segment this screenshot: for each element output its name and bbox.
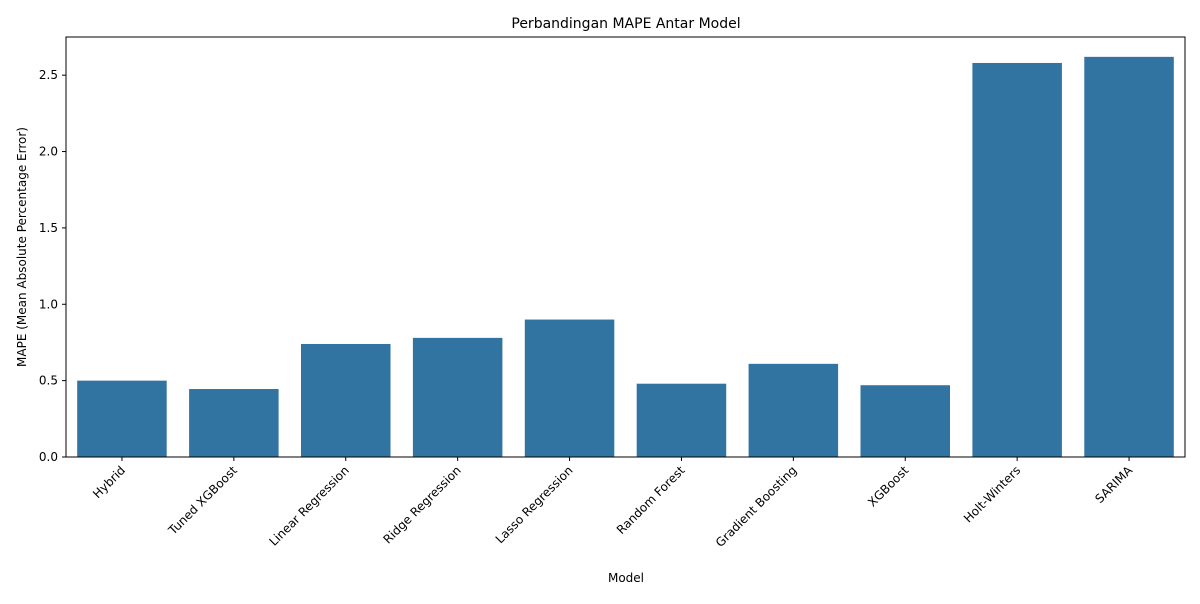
x-tick-label: SARIMA (1092, 463, 1135, 506)
x-tick-label: Random Forest (614, 463, 688, 537)
x-tick-label: Gradient Boosting (713, 463, 800, 550)
x-tick-label: Ridge Regression (381, 463, 464, 546)
x-tick-label: Holt-Winters (961, 463, 1023, 525)
bar-linear-regression (300, 343, 391, 457)
bar-hybrid (77, 380, 167, 457)
plot-frame (65, 36, 1186, 458)
bar-sarima (1084, 56, 1174, 457)
x-axis-label: Model (608, 571, 644, 585)
y-axis-label: MAPE (Mean Absolute Percentage Error) (15, 127, 29, 367)
bar-lasso-regression (524, 319, 615, 457)
x-tick-label: Lasso Regression (493, 463, 576, 546)
y-tick-label: 2.0 (39, 145, 58, 159)
y-tick-label: 1.0 (39, 297, 58, 311)
bar-tuned-xgboost (189, 389, 279, 457)
x-tick-label: Hybrid (90, 463, 128, 501)
y-tick-label: 0.0 (39, 450, 58, 464)
x-axis: Hybrid Tuned XGBoost Linear Regression Ridg… (90, 457, 1136, 550)
y-tick-label: 1.5 (39, 221, 58, 235)
x-tick-label: Tuned XGBoost (165, 463, 240, 538)
x-tick-label: XGBoost (865, 463, 911, 509)
bar-gradient-boosting (748, 363, 839, 457)
bar-random-forest (636, 383, 727, 457)
bar-xgboost (860, 385, 951, 457)
bars-group (77, 56, 1174, 458)
y-tick-label: 2.5 (39, 68, 58, 82)
y-tick-label: 0.5 (39, 374, 58, 388)
bar-ridge-regression (412, 337, 503, 457)
chart-title: Perbandingan MAPE Antar Model (511, 16, 740, 32)
y-axis: 0.0 0.5 1.0 1.5 2.0 2.5 (39, 68, 66, 464)
bar-holt-winters (972, 62, 1062, 458)
x-tick-label: Linear Regression (266, 463, 351, 548)
